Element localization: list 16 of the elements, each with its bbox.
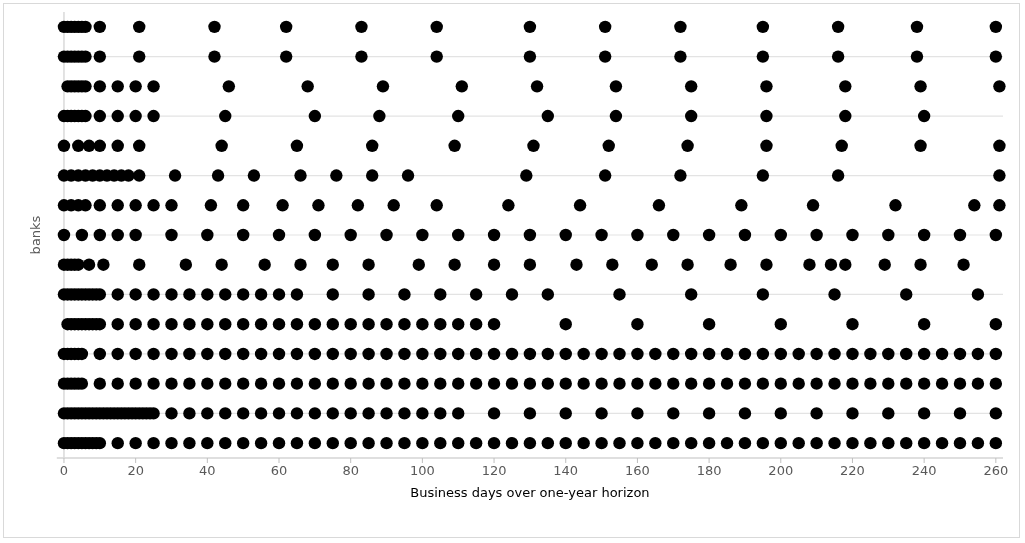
x-axis-title: Business days over one-year horizon — [410, 485, 650, 500]
x-tick-label: 80 — [342, 463, 359, 478]
x-tick-label: 220 — [840, 463, 865, 478]
x-tick-label: 60 — [270, 463, 288, 478]
y-axis-title: banks — [28, 215, 43, 255]
x-tick-label: 100 — [409, 463, 435, 478]
x-tick-label: 240 — [911, 463, 937, 478]
x-tick-label: 160 — [625, 463, 650, 478]
x-tick-label: 260 — [983, 463, 1009, 478]
x-tick-label: 200 — [768, 463, 794, 478]
x-tick-label: 180 — [696, 463, 722, 478]
x-tick-label: 0 — [59, 463, 69, 478]
x-tick-label: 20 — [127, 463, 144, 478]
x-tick-label: 40 — [199, 463, 216, 478]
x-tick-label: 140 — [553, 463, 579, 478]
x-tick-label: 120 — [481, 463, 507, 478]
